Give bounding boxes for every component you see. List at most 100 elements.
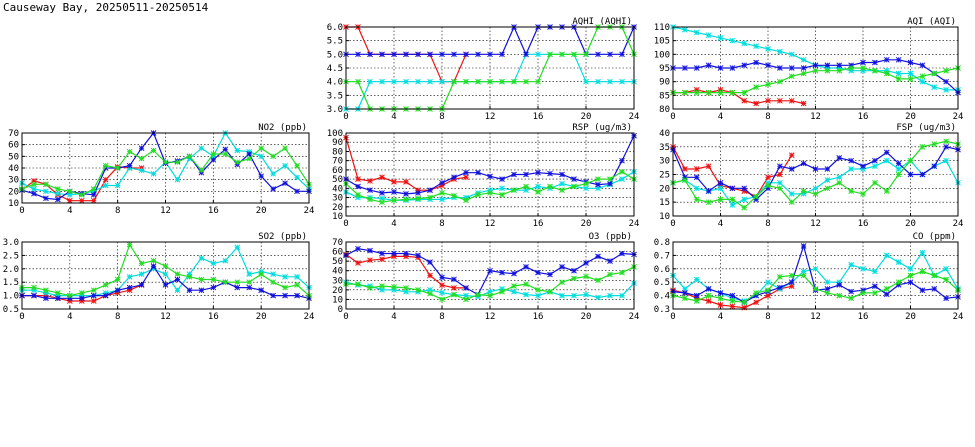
data-point — [765, 279, 771, 286]
x-tick-label: 4 — [67, 312, 72, 322]
y-tick-label: 4.5 — [327, 64, 343, 74]
y-tick-label: 50 — [332, 257, 343, 267]
data-point — [583, 180, 589, 187]
data-point — [282, 284, 288, 291]
data-point — [174, 276, 181, 283]
data-point — [765, 46, 771, 52]
chart-so2: 0 4 8 12 16 20 24 0.5 1.0 1.5 2.0 2.5 3.0 SO2 (ppb) — [3, 232, 315, 322]
data-point — [379, 283, 385, 289]
data-point — [102, 176, 109, 183]
x-tick-label: 16 — [208, 206, 219, 216]
y-tick-label: 0 — [338, 305, 343, 315]
data-point — [788, 279, 795, 286]
y-tick-label: 0.3 — [654, 305, 670, 315]
x-tick-label: 24 — [629, 112, 640, 122]
data-point — [367, 51, 373, 58]
data-point — [619, 250, 625, 257]
data-point — [943, 157, 949, 164]
data-point — [55, 196, 61, 203]
data-point — [234, 279, 241, 286]
data-point — [872, 163, 878, 170]
data-point — [883, 157, 890, 164]
data-point — [919, 268, 926, 275]
data-point — [595, 181, 601, 188]
data-point — [439, 196, 445, 203]
data-point — [78, 290, 85, 296]
data-point — [836, 282, 843, 288]
data-point — [487, 173, 493, 180]
data-point — [415, 78, 421, 85]
data-point — [860, 65, 866, 71]
data-point — [943, 276, 949, 283]
data-point — [355, 51, 361, 58]
x-tick-label: 24 — [953, 112, 964, 122]
data-point — [848, 288, 854, 295]
data-point — [102, 282, 109, 288]
data-point — [451, 276, 457, 283]
data-point — [583, 185, 589, 192]
data-point — [499, 269, 505, 276]
data-point — [607, 78, 613, 85]
data-point — [717, 35, 724, 41]
data-point — [282, 292, 288, 299]
data-point — [463, 51, 469, 58]
x-tick-label: 0 — [19, 312, 24, 322]
data-point — [150, 147, 157, 154]
data-point — [379, 190, 385, 196]
data-point — [872, 179, 878, 186]
series-day4 — [19, 145, 312, 198]
data-point — [741, 62, 748, 69]
data-point — [523, 281, 529, 287]
data-point — [282, 162, 288, 169]
data-point — [800, 100, 807, 107]
data-point — [186, 273, 193, 280]
data-point — [282, 145, 288, 152]
data-point — [788, 191, 795, 197]
data-point — [391, 179, 397, 185]
data-point — [415, 195, 421, 202]
panel-title: AQHI (AQHI) — [572, 17, 632, 27]
x-tick-label: 24 — [629, 312, 640, 322]
data-point — [872, 67, 878, 74]
x-tick-label: 8 — [439, 219, 444, 229]
data-point — [246, 284, 253, 291]
y-tick-label: 30 — [332, 276, 343, 286]
data-point — [788, 73, 795, 80]
y-tick-label: 2.5 — [3, 251, 19, 261]
data-point — [931, 163, 938, 170]
x-tick-label: 8 — [439, 312, 444, 322]
data-point — [391, 284, 397, 290]
data-point — [523, 51, 529, 58]
data-point — [682, 65, 688, 71]
series-day3 — [670, 56, 961, 96]
data-point — [919, 171, 926, 178]
data-point — [812, 191, 819, 197]
data-point — [403, 196, 409, 203]
data-point — [729, 37, 736, 44]
data-point — [931, 70, 938, 77]
data-point — [682, 166, 688, 172]
data-point — [943, 265, 949, 272]
data-point — [31, 181, 37, 188]
data-point — [126, 148, 133, 155]
data-point — [451, 174, 457, 181]
x-tick-label: 16 — [533, 312, 544, 322]
data-point — [511, 270, 517, 277]
data-point — [895, 56, 902, 63]
data-point — [812, 265, 819, 272]
data-point — [788, 152, 795, 158]
data-point — [403, 179, 409, 185]
data-point — [31, 186, 37, 192]
data-point — [246, 271, 253, 278]
data-point — [499, 176, 505, 182]
data-point — [246, 155, 253, 162]
data-point — [547, 271, 553, 278]
data-point — [943, 78, 949, 85]
data-point — [883, 291, 890, 298]
x-tick-label: 4 — [391, 219, 396, 229]
data-point — [682, 177, 688, 183]
data-point — [693, 276, 700, 283]
x-tick-label: 20 — [905, 219, 916, 229]
data-point — [693, 89, 700, 96]
x-tick-label: 20 — [905, 112, 916, 122]
